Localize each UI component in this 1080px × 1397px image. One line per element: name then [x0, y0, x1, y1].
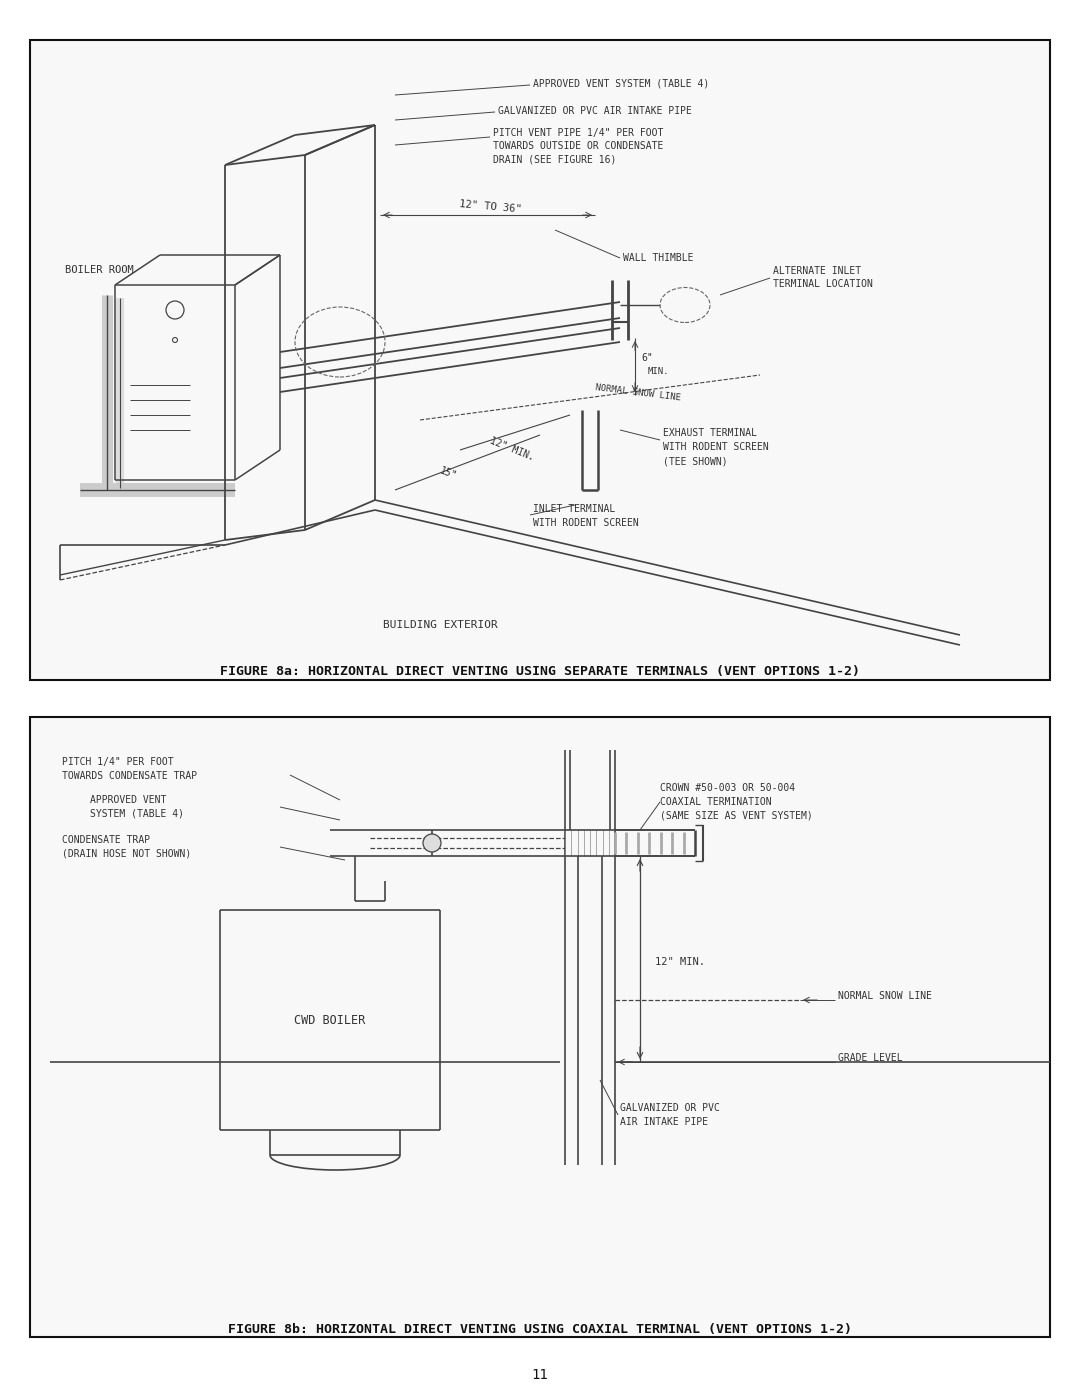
- Text: CROWN #50-003 OR 50-004: CROWN #50-003 OR 50-004: [660, 782, 795, 793]
- Text: MIN.: MIN.: [648, 367, 670, 377]
- Text: CWD BOILER: CWD BOILER: [295, 1013, 366, 1027]
- Text: TOWARDS OUTSIDE OR CONDENSATE: TOWARDS OUTSIDE OR CONDENSATE: [492, 141, 663, 151]
- Text: APPROVED VENT: APPROVED VENT: [90, 795, 166, 805]
- Text: GRADE LEVEL: GRADE LEVEL: [838, 1053, 903, 1063]
- Text: (TEE SHOWN): (TEE SHOWN): [663, 455, 728, 467]
- Text: (DRAIN HOSE NOT SHOWN): (DRAIN HOSE NOT SHOWN): [62, 849, 191, 859]
- Text: PITCH VENT PIPE 1/4" PER FOOT: PITCH VENT PIPE 1/4" PER FOOT: [492, 129, 663, 138]
- Text: 11: 11: [531, 1368, 549, 1382]
- Text: TERMINAL LOCATION: TERMINAL LOCATION: [773, 279, 873, 289]
- Text: TOWARDS CONDENSATE TRAP: TOWARDS CONDENSATE TRAP: [62, 771, 198, 781]
- Text: COAXIAL TERMINATION: COAXIAL TERMINATION: [660, 798, 771, 807]
- Text: NORMAL SNOW LINE: NORMAL SNOW LINE: [594, 384, 680, 402]
- Text: PITCH 1/4" PER FOOT: PITCH 1/4" PER FOOT: [62, 757, 174, 767]
- Text: 12" MIN.: 12" MIN.: [488, 436, 536, 462]
- Text: ALTERNATE INLET: ALTERNATE INLET: [773, 265, 861, 277]
- Text: (SAME SIZE AS VENT SYSTEM): (SAME SIZE AS VENT SYSTEM): [660, 812, 813, 821]
- Ellipse shape: [423, 834, 441, 852]
- Text: 12" TO 36": 12" TO 36": [458, 200, 522, 215]
- Text: 6": 6": [642, 353, 652, 363]
- Text: NORMAL SNOW LINE: NORMAL SNOW LINE: [838, 990, 932, 1002]
- Text: SYSTEM (TABLE 4): SYSTEM (TABLE 4): [90, 809, 184, 819]
- Text: AIR INTAKE PIPE: AIR INTAKE PIPE: [620, 1118, 708, 1127]
- Text: FIGURE 8b: HORIZONTAL DIRECT VENTING USING COAXIAL TERMINAL (VENT OPTIONS 1-2): FIGURE 8b: HORIZONTAL DIRECT VENTING USI…: [228, 1323, 852, 1337]
- Bar: [30, 41, 1050, 680]
- Text: GALVANIZED OR PVC: GALVANIZED OR PVC: [620, 1104, 720, 1113]
- Text: 15": 15": [438, 465, 458, 481]
- Text: WITH RODENT SCREEN: WITH RODENT SCREEN: [534, 518, 638, 528]
- Text: BOILER ROOM: BOILER ROOM: [65, 265, 134, 275]
- Text: WITH RODENT SCREEN: WITH RODENT SCREEN: [663, 441, 769, 453]
- Text: BUILDING EXTERIOR: BUILDING EXTERIOR: [382, 620, 498, 630]
- Text: CONDENSATE TRAP: CONDENSATE TRAP: [62, 835, 150, 845]
- Text: EXHAUST TERMINAL: EXHAUST TERMINAL: [663, 427, 757, 439]
- Text: GALVANIZED OR PVC AIR INTAKE PIPE: GALVANIZED OR PVC AIR INTAKE PIPE: [498, 106, 692, 116]
- Text: 12" MIN.: 12" MIN.: [654, 957, 705, 967]
- Text: WALL THIMBLE: WALL THIMBLE: [623, 253, 693, 263]
- Text: INLET TERMINAL: INLET TERMINAL: [534, 504, 616, 514]
- Bar: [30, 717, 1050, 1337]
- Text: DRAIN (SEE FIGURE 16): DRAIN (SEE FIGURE 16): [492, 154, 617, 163]
- Text: FIGURE 8a: HORIZONTAL DIRECT VENTING USING SEPARATE TERMINALS (VENT OPTIONS 1-2): FIGURE 8a: HORIZONTAL DIRECT VENTING USI…: [220, 665, 860, 679]
- Text: APPROVED VENT SYSTEM (TABLE 4): APPROVED VENT SYSTEM (TABLE 4): [534, 80, 710, 89]
